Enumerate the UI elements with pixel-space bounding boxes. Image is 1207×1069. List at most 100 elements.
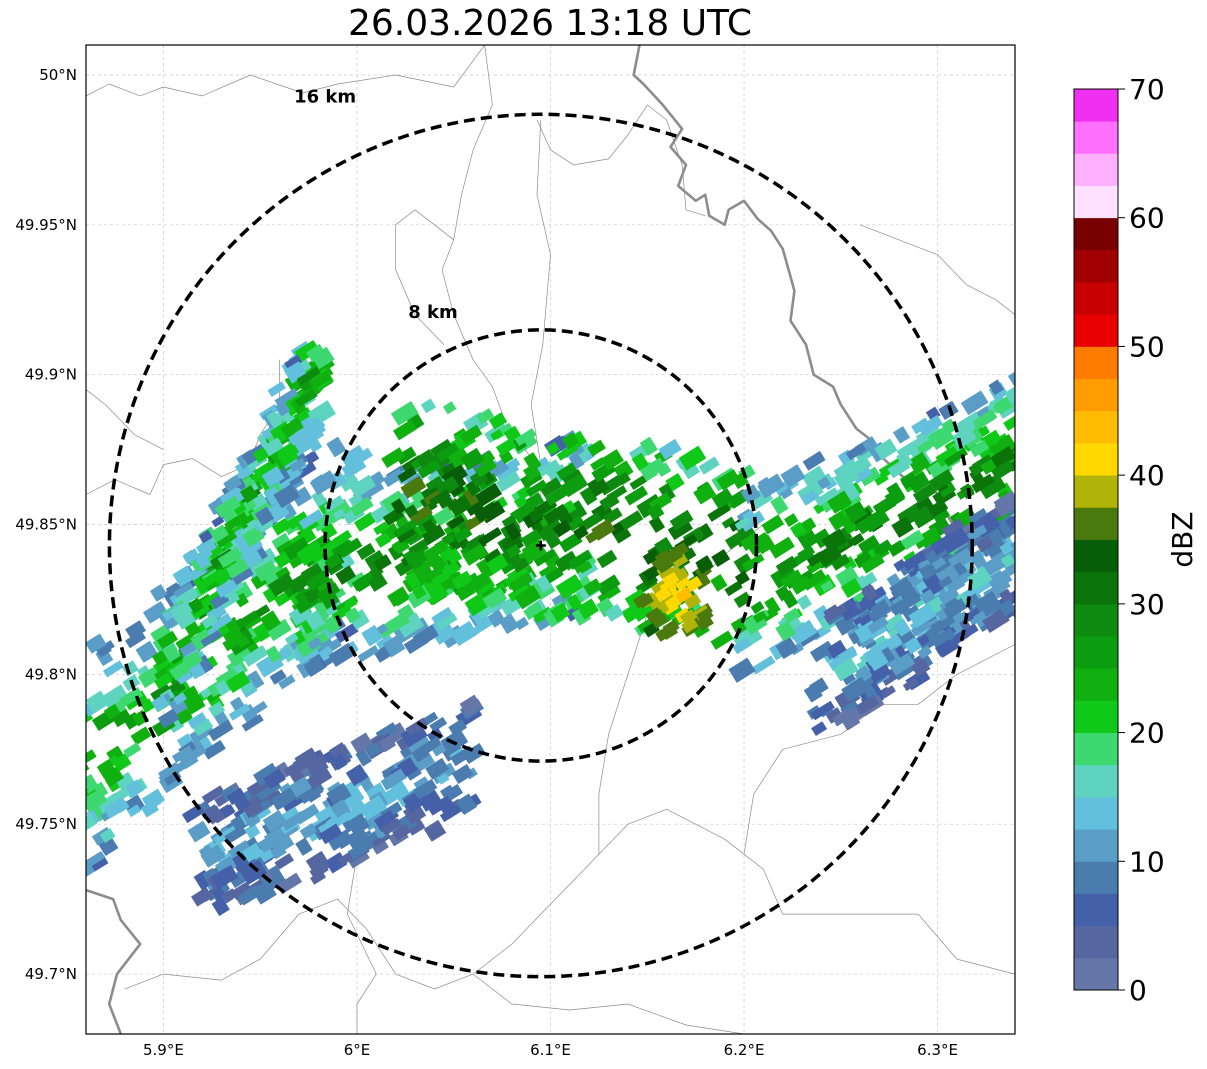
echo-cell: [809, 677, 829, 697]
echo-cell: [552, 520, 572, 538]
echo-cell: [261, 465, 285, 488]
echo-cell: [441, 561, 461, 579]
echo-cell: [400, 475, 427, 499]
echo-cell: [465, 479, 482, 497]
echo-cell: [647, 503, 665, 521]
echo-cell: [613, 460, 634, 481]
echo-cell: [573, 525, 589, 541]
echo-cell: [404, 504, 419, 518]
echo-cell: [550, 602, 571, 623]
echo-cell: [927, 499, 949, 518]
echo-cell: [291, 486, 313, 507]
echo-cell: [344, 607, 361, 624]
echo-cell: [796, 594, 813, 610]
echo-cell: [387, 586, 410, 608]
admin-border: [86, 389, 164, 450]
echo-cell: [263, 826, 285, 845]
echo-cell: [710, 630, 734, 650]
echo-cell: [187, 820, 211, 843]
colorbar-segment: [1074, 861, 1118, 894]
echo-cell: [315, 859, 331, 874]
echo-cell: [373, 554, 392, 572]
echo-cell: [455, 582, 476, 602]
echo-cell: [385, 611, 411, 634]
echo-cell: [907, 451, 931, 475]
echo-cell: [938, 575, 953, 589]
echo-cell: [832, 657, 859, 682]
echo-cell: [474, 501, 499, 523]
echo-cell: [889, 577, 913, 599]
echo-cell: [86, 813, 98, 833]
echo-cell: [654, 549, 672, 566]
colorbar-segment: [1074, 957, 1118, 991]
echo-cell: [938, 400, 959, 420]
echo-cell: [811, 721, 828, 737]
echo-cell: [665, 472, 685, 492]
echo-cell: [942, 597, 968, 620]
colorbar-segment: [1074, 346, 1118, 380]
echo-cell: [225, 670, 251, 693]
colorbar-tick-label: 60: [1129, 202, 1165, 235]
echo-cell: [522, 492, 545, 512]
echo-cell: [417, 736, 442, 757]
echo-cell: [733, 525, 758, 548]
echo-cell: [498, 613, 520, 635]
echo-cell: [934, 639, 955, 658]
echo-cell: [739, 510, 766, 532]
echo-cell: [436, 442, 460, 462]
echo-cell: [432, 744, 447, 757]
echo-cell: [486, 553, 509, 575]
echo-cell: [412, 585, 427, 600]
echo-cell: [182, 692, 206, 715]
echo-cell: [711, 549, 731, 568]
echo-cell: [860, 553, 885, 574]
echo-cell: [868, 605, 889, 625]
echo-cell: [270, 843, 287, 860]
echo-cell: [382, 635, 406, 658]
echo-cell: [523, 601, 544, 621]
lon-tick-label: 6.3°E: [917, 1041, 958, 1059]
echo-cell: [464, 498, 484, 517]
echo-cell: [211, 515, 225, 528]
echo-cell: [373, 521, 389, 536]
echo-cell: [648, 515, 666, 533]
echo-cell: [86, 690, 110, 714]
lat-tick-label: 50°N: [39, 66, 77, 84]
echo-cell: [802, 450, 826, 471]
echo-cell: [349, 474, 376, 498]
echo-cell: [745, 531, 772, 555]
echo-cell: [432, 506, 455, 527]
echo-cell: [462, 543, 488, 566]
echo-cell: [450, 745, 475, 767]
echo-cell: [543, 530, 562, 550]
lat-tick-label: 49.8°N: [25, 665, 77, 683]
colorbar-tick-label: 50: [1129, 330, 1165, 363]
echo-cell: [353, 511, 377, 532]
echo-cell: [461, 488, 480, 507]
echo-cell: [523, 452, 542, 472]
echo-cell: [817, 476, 831, 490]
echo-cell: [310, 870, 327, 885]
echo-cell: [103, 796, 129, 819]
echo-cell: [150, 683, 173, 704]
range-ring: [107, 112, 974, 979]
echo-cell: [307, 416, 326, 437]
echo-cell: [232, 852, 251, 872]
range-ring-label: 16 km: [294, 86, 356, 107]
echo-cell: [214, 855, 238, 876]
echo-cell: [459, 424, 483, 445]
echo-cell: [450, 620, 478, 647]
echo-cell: [902, 550, 927, 571]
echo-cell: [1004, 386, 1015, 406]
echo-cell: [917, 414, 944, 437]
echo-cell: [273, 483, 301, 509]
echo-cell: [775, 555, 799, 576]
echo-cell: [126, 804, 142, 818]
echo-cell: [223, 474, 243, 493]
echo-cell: [476, 408, 495, 425]
echo-cell: [404, 571, 422, 590]
echo-cell: [423, 819, 447, 842]
echo-cell: [453, 526, 473, 544]
echo-cell: [591, 518, 616, 541]
echo-cell: [873, 539, 893, 557]
